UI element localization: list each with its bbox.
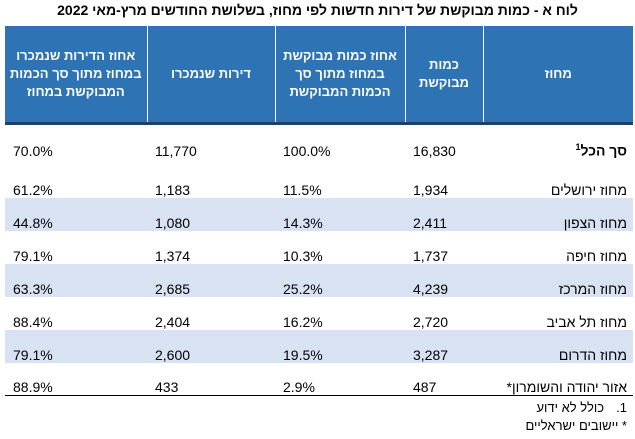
sold-cell: 1,183 [155, 181, 191, 198]
district-cell: מחוז חיפה [566, 247, 627, 264]
requested-share-cell: 16.2% [283, 313, 323, 330]
requested-share-cell: 10.3% [283, 247, 323, 264]
requested-share-cell: 2.9% [283, 379, 315, 395]
district-cell: סך הכל1 [483, 124, 633, 165]
header-sold-share: אחוז הדירות שנמכרו במחוז מתוך סך הכמות ה… [5, 26, 147, 124]
requested-cell: 1,934 [413, 181, 449, 198]
table-row-total: סך הכל1 16,830 100.0% 11,770 70.0% [5, 123, 633, 165]
footnote-2: * יישובים ישראליים [525, 418, 627, 433]
footnote-1: 1. כולל לא ידוע [525, 399, 627, 417]
sold-share-cell: 79.1% [13, 247, 53, 264]
sold-cell: 2,685 [147, 263, 275, 297]
requested-cell: 2,411 [405, 197, 483, 231]
requested-share-cell: 14.3% [275, 197, 405, 231]
district-cell: אזור יהודה והשומרון* [506, 379, 627, 395]
header-district: מחוז [482, 26, 633, 124]
requested-cell: 3,287 [405, 329, 483, 363]
sold-share-cell: 44.8% [5, 197, 147, 231]
district-cell: מחוז תל אביב [546, 313, 627, 330]
footnote-marker: 1 [575, 141, 581, 152]
table-row: מחוז תל אביב 2,720 16.2% 2,404 88.4% [5, 297, 633, 330]
districts-table: מחוז כמות מבוקשת אחוז כמות מבוקשת במחוז … [5, 26, 633, 396]
header-row: מחוז כמות מבוקשת אחוז כמות מבוקשת במחוז … [5, 26, 633, 124]
sold-cell: 433 [155, 379, 179, 395]
requested-share-cell: 25.2% [275, 263, 405, 297]
footnote-1-number: 1. [616, 400, 627, 415]
requested-cell: 16,830 [413, 142, 456, 159]
sold-cell: 11,770 [155, 142, 197, 159]
requested-cell: 1,737 [413, 247, 449, 264]
sold-share-cell: 61.2% [13, 181, 53, 198]
table-title: לוח א - כמות מבוקשת של דירות חדשות לפי מ… [57, 2, 578, 18]
requested-cell: 487 [413, 379, 437, 395]
district-label: סך הכל [580, 142, 627, 159]
district-cell: מחוז ירושלים [550, 181, 627, 198]
header-requested: כמות מבוקשת [404, 26, 483, 124]
requested-cell: 4,239 [405, 263, 483, 297]
header-sold: דירות שנמכרו [146, 26, 275, 124]
table-row: אזור יהודה והשומרון* 487 2.9% 433 88.9% [5, 363, 633, 396]
table-row: מחוז ירושלים 1,934 11.5% 1,183 61.2% [5, 165, 633, 198]
header-requested-share: אחוז כמות מבוקשת במחוז מתוך סך הכמות המב… [274, 26, 405, 124]
sold-cell: 1,080 [147, 197, 275, 231]
sold-cell: 1,374 [155, 247, 191, 264]
sold-share-cell: 63.3% [5, 263, 147, 297]
table-row: מחוז הדרום 3,287 19.5% 2,600 79.1% [5, 329, 633, 363]
footnotes: 1. כולל לא ידוע * יישובים ישראליים [525, 399, 627, 435]
requested-cell: 2,720 [413, 313, 449, 330]
requested-share-cell: 100.0% [283, 142, 331, 159]
requested-share-cell: 19.5% [275, 329, 405, 363]
sold-cell: 2,404 [155, 313, 191, 330]
sold-share-cell: 88.9% [13, 379, 53, 395]
district-cell: מחוז המרכז [483, 263, 633, 297]
requested-share-cell: 11.5% [283, 181, 322, 198]
sold-share-cell: 88.4% [13, 313, 53, 330]
sold-share-cell: 79.1% [5, 329, 147, 363]
sold-share-cell: 70.0% [13, 142, 53, 159]
sold-cell: 2,600 [147, 329, 275, 363]
district-cell: מחוז הצפון [483, 197, 633, 231]
district-cell: מחוז הדרום [483, 329, 633, 363]
table-row: מחוז חיפה 1,737 10.3% 1,374 79.1% [5, 231, 633, 264]
table-row: מחוז הצפון 2,411 14.3% 1,080 44.8% [5, 197, 633, 231]
footnote-1-text: כולל לא ידוע [536, 400, 605, 415]
table-row: מחוז המרכז 4,239 25.2% 2,685 63.3% [5, 263, 633, 297]
